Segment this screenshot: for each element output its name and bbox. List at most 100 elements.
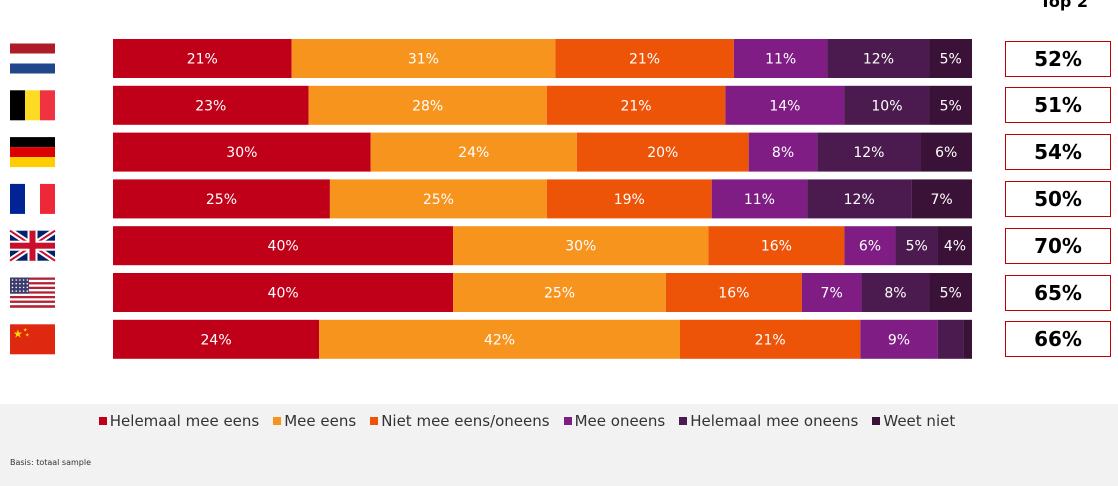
data-label: 12%: [863, 52, 894, 68]
legend-label: Helemaal mee oneens: [690, 412, 859, 430]
legend-label: Mee eens: [284, 412, 357, 430]
svg-text:★: ★: [23, 327, 28, 333]
data-label: 12%: [853, 145, 884, 161]
uk-flag-icon: [8, 228, 57, 264]
data-label: 5%: [940, 52, 962, 68]
bar-segment: [113, 226, 454, 266]
bar-segment: [370, 132, 577, 172]
legend-item: Helemaal mee eens: [98, 412, 260, 430]
bar-segment: [844, 226, 896, 266]
legend-swatch: [98, 417, 107, 425]
data-label: 5%: [940, 98, 962, 114]
data-label: 40%: [268, 239, 299, 255]
france-flag-icon: [10, 183, 55, 214]
bar-segment: [929, 273, 972, 312]
data-label: 19%: [614, 192, 645, 208]
bar-segment: [827, 39, 930, 78]
bar-segment: [963, 319, 972, 359]
bar-segment: [308, 85, 547, 125]
legend-label: Mee oneens: [574, 412, 666, 430]
bar-segment: [711, 179, 808, 219]
bar-segment: [929, 39, 972, 78]
top2-header: Top 2: [1040, 0, 1088, 11]
data-label: 9%: [888, 332, 910, 348]
top2-value: 54%: [1005, 134, 1111, 171]
bar-segment: [807, 179, 912, 219]
top2-value: 52%: [1005, 40, 1111, 77]
legend-label: Weet niet: [883, 412, 956, 430]
basis-note: Basis: totaal sample: [10, 458, 92, 467]
data-label: 7%: [821, 286, 843, 302]
data-label: 6%: [935, 145, 957, 161]
top2-value: 65%: [1005, 274, 1111, 311]
bar-segment: [801, 273, 862, 312]
data-label: 16%: [718, 286, 749, 302]
china-flag-icon: ★ ★★: [10, 324, 55, 355]
legend-item: Mee oneens: [563, 412, 666, 430]
data-label: 42%: [484, 332, 515, 348]
legend-item: Weet niet: [872, 412, 955, 430]
data-label: 5%: [940, 286, 962, 302]
legend-swatch: [679, 417, 688, 425]
legend-swatch: [563, 417, 572, 425]
bar-segment: [725, 85, 845, 125]
data-label: 5%: [906, 239, 928, 255]
data-label: 30%: [226, 145, 257, 161]
data-label: 16%: [761, 239, 792, 255]
data-label: 6%: [859, 239, 881, 255]
data-label: 4%: [944, 239, 966, 255]
top2-value: 70%: [1005, 227, 1111, 264]
bar-segment: [546, 85, 726, 125]
bar-segment: [546, 179, 712, 219]
bar-segment: [861, 273, 930, 312]
bar-segment: [113, 319, 320, 359]
bar-row: 40% 25% 16% 7% 8% 5%: [10, 273, 972, 312]
bar-row: 21% 31% 21% 11% 12% 5%: [10, 39, 972, 78]
bar-segment: [576, 132, 749, 172]
data-label: 31%: [408, 52, 439, 68]
legend-label: Niet mee eens/oneens: [381, 412, 550, 430]
bar-row: ★ ★★ 24% 42% 21% 9%: [10, 319, 972, 359]
netherlands-flag-icon: [10, 43, 55, 74]
belgium-flag-icon: [10, 90, 55, 121]
legend-item: Niet mee eens/oneens: [370, 412, 550, 430]
bar-segment: [929, 85, 972, 125]
data-label: 21%: [620, 98, 651, 114]
legend-swatch: [273, 417, 282, 425]
data-label: 40%: [268, 286, 299, 302]
bar-segment: [860, 319, 938, 359]
svg-text:★: ★: [13, 327, 23, 340]
bar-segment: [679, 319, 861, 359]
data-label: 28%: [412, 98, 443, 114]
bar-segment: [844, 85, 930, 125]
bar-segment: [748, 132, 818, 172]
legend-swatch: [370, 417, 379, 425]
bar-segment: [665, 273, 802, 312]
data-label: 11%: [744, 192, 775, 208]
data-label: 24%: [201, 332, 232, 348]
bar-segment: [453, 273, 666, 312]
data-label: 21%: [629, 52, 660, 68]
bar-segment: [113, 132, 371, 172]
bar-segment: [920, 132, 972, 172]
data-label: 14%: [769, 98, 800, 114]
bar-segment: [453, 226, 709, 266]
data-label: 8%: [884, 286, 906, 302]
data-label: 11%: [765, 52, 796, 68]
bar-segment: [937, 319, 964, 359]
bar-segment: [555, 39, 734, 78]
top2-value: 50%: [1005, 180, 1111, 217]
stacked-bar-chart: 21% 31% 21% 11% 12% 5% 23% 28% 21% 14% 10% 5% 30% 24%…: [8, 39, 972, 359]
bar-segment: [817, 132, 921, 172]
data-label: 25%: [544, 286, 575, 302]
legend-swatch: [872, 417, 881, 425]
bar-row: 25% 25% 19% 11% 12% 7%: [10, 179, 972, 219]
bar-segment: [113, 179, 330, 219]
data-label: 21%: [755, 332, 786, 348]
bar-segment: [895, 226, 938, 266]
data-label: 12%: [844, 192, 875, 208]
legend-label: Helemaal mee eens: [109, 412, 260, 430]
bar-row: 23% 28% 21% 14% 10% 5%: [10, 85, 972, 125]
bar-segment: [319, 319, 680, 359]
bar-segment: [911, 179, 972, 219]
